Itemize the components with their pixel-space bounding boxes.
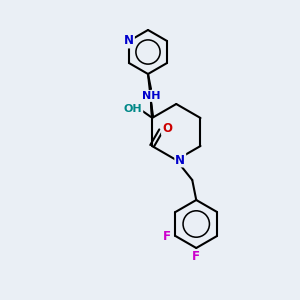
Text: O: O [162,122,172,135]
Text: F: F [192,250,200,263]
Text: F: F [163,230,170,242]
Text: OH: OH [124,104,142,114]
Text: N: N [124,34,134,47]
Text: N: N [175,154,185,166]
Text: NH: NH [142,91,160,101]
